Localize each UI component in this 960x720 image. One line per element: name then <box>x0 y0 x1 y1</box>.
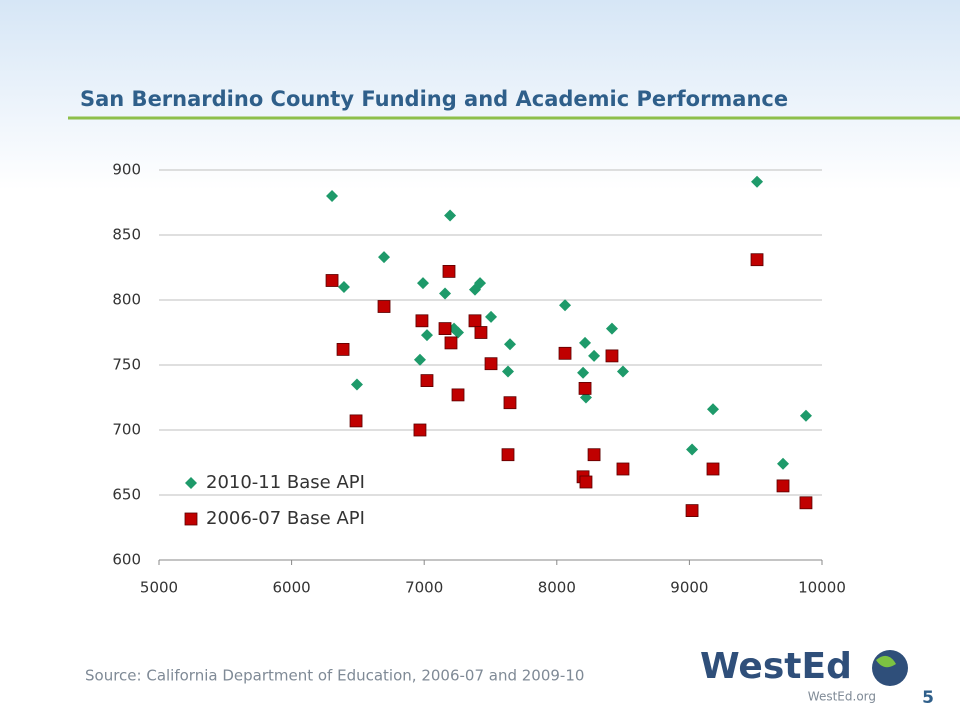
point <box>468 314 482 328</box>
point <box>415 314 429 328</box>
point <box>751 175 764 188</box>
y-tick-label: 800 <box>112 291 141 309</box>
y-tick-label: 750 <box>112 356 141 374</box>
point <box>337 281 350 293</box>
slide-title: San Bernardino County Funding and Academ… <box>80 87 788 111</box>
point <box>420 329 433 342</box>
point <box>587 448 601 462</box>
point <box>706 462 720 476</box>
point <box>378 251 391 264</box>
point <box>799 496 813 510</box>
x-tick-label: 6000 <box>273 579 311 597</box>
page-number: 5 <box>922 688 934 708</box>
point <box>417 277 430 290</box>
legend-label: 2010-11 Base API <box>206 472 365 493</box>
point <box>501 448 515 462</box>
point <box>577 366 590 379</box>
point <box>325 274 339 287</box>
point <box>442 264 456 278</box>
point <box>452 326 465 339</box>
point <box>503 396 517 410</box>
legend-marker <box>185 477 197 489</box>
point <box>685 504 699 518</box>
y-tick-label: 850 <box>112 226 141 244</box>
point <box>350 378 363 391</box>
point <box>502 365 515 378</box>
x-tick-label: 5000 <box>140 579 178 597</box>
point <box>413 353 426 366</box>
point <box>349 414 363 428</box>
logo-leaf <box>876 655 896 668</box>
point <box>559 299 572 312</box>
source-note: Source: California Department of Educati… <box>85 667 584 685</box>
legend-marker <box>184 512 198 526</box>
point <box>558 346 572 360</box>
point <box>605 349 619 363</box>
x-tick-label: 10000 <box>798 579 846 597</box>
logo-text: WestEd <box>700 646 852 687</box>
point <box>451 388 465 402</box>
point <box>616 365 629 378</box>
point <box>377 300 391 313</box>
point <box>578 381 592 395</box>
point <box>616 462 630 476</box>
point <box>420 374 434 388</box>
point <box>605 322 618 335</box>
point <box>413 423 427 437</box>
point <box>750 253 764 267</box>
point <box>336 342 350 356</box>
x-tick-label: 7000 <box>405 579 443 597</box>
y-tick-label: 900 <box>112 161 141 179</box>
point <box>579 336 592 349</box>
logo-mark <box>872 650 908 686</box>
legend-label: 2006-07 Base API <box>206 508 365 529</box>
y-tick-label: 650 <box>112 486 141 504</box>
point <box>438 322 452 336</box>
point <box>579 475 593 489</box>
x-tick-label: 8000 <box>538 579 576 597</box>
point <box>474 326 488 339</box>
point <box>485 310 498 323</box>
point <box>776 479 790 493</box>
website: WestEd.org <box>808 690 876 704</box>
point <box>686 443 699 456</box>
point <box>588 349 601 362</box>
point <box>444 209 457 222</box>
point <box>503 338 516 351</box>
point <box>707 403 720 416</box>
point <box>444 336 458 350</box>
point <box>439 287 452 300</box>
point <box>799 409 812 422</box>
point <box>326 190 339 202</box>
y-tick-label: 700 <box>112 421 141 439</box>
point <box>484 357 498 371</box>
y-tick-label: 600 <box>112 551 141 569</box>
x-tick-label: 9000 <box>670 579 708 597</box>
point <box>474 277 487 290</box>
point <box>777 457 790 470</box>
